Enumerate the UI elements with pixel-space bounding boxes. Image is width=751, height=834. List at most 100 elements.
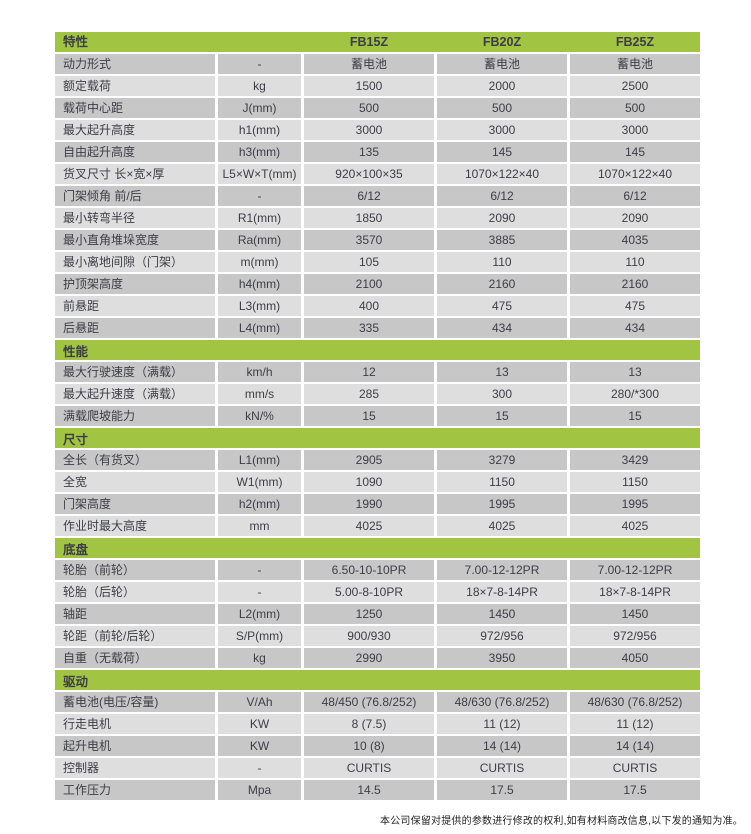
row-unit: - bbox=[218, 758, 301, 778]
row-label: 轴距 bbox=[55, 604, 215, 624]
value-fb20z: 1995 bbox=[437, 494, 567, 514]
row-label: 起升电机 bbox=[55, 736, 215, 756]
value-fb15z: 500 bbox=[304, 98, 434, 118]
value-fb15z: 3570 bbox=[304, 230, 434, 250]
row-label: 额定载荷 bbox=[55, 76, 215, 96]
table-body: 动力形式 - 蓄电池 蓄电池 蓄电池 额定载荷 kg 1500 2000 2500 载荷中心距 J(m… bbox=[55, 54, 700, 800]
table-row: 自由起升高度 h3(mm) 135 145 145 bbox=[55, 142, 700, 162]
row-unit: L2(mm) bbox=[218, 604, 301, 624]
table-row: 满载爬坡能力 kN/% 15 15 15 bbox=[55, 406, 700, 426]
row-label: 前悬距 bbox=[55, 296, 215, 316]
section-header-row: 性能 bbox=[55, 340, 700, 360]
row-label: 最大起升速度（满载） bbox=[55, 384, 215, 404]
row-label: 最小直角堆垛宽度 bbox=[55, 230, 215, 250]
value-fb25z: 110 bbox=[570, 252, 700, 272]
table-row: 最小离地间隙（门架） m(mm) 105 110 110 bbox=[55, 252, 700, 272]
row-label: 轮胎（前轮） bbox=[55, 560, 215, 580]
value-fb20z: 6/12 bbox=[437, 186, 567, 206]
table-row: 后悬距 L4(mm) 335 434 434 bbox=[55, 318, 700, 338]
row-unit: J(mm) bbox=[218, 98, 301, 118]
value-fb25z: 14 (14) bbox=[570, 736, 700, 756]
value-fb20z: 蓄电池 bbox=[437, 54, 567, 74]
row-label: 最小离地间隙（门架） bbox=[55, 252, 215, 272]
row-unit: Mpa bbox=[218, 780, 301, 800]
row-unit: kg bbox=[218, 648, 301, 668]
table-row: 护顶架高度 h4(mm) 2100 2160 2160 bbox=[55, 274, 700, 294]
value-fb25z: 280/*300 bbox=[570, 384, 700, 404]
row-unit: h2(mm) bbox=[218, 494, 301, 514]
table-row: 轮距（前轮/后轮） S/P(mm) 900/930 972/956 972/956 bbox=[55, 626, 700, 646]
value-fb15z: 1250 bbox=[304, 604, 434, 624]
row-unit: km/h bbox=[218, 362, 301, 382]
row-unit: h1(mm) bbox=[218, 120, 301, 140]
row-label: 护顶架高度 bbox=[55, 274, 215, 294]
value-fb15z: 15 bbox=[304, 406, 434, 426]
row-label: 蓄电池(电压/容量) bbox=[55, 692, 215, 712]
row-unit: - bbox=[218, 54, 301, 74]
value-fb20z: 110 bbox=[437, 252, 567, 272]
row-label: 货叉尺寸 长×宽×厚 bbox=[55, 164, 215, 184]
table-row: 全长（有货叉） L1(mm) 2905 3279 3429 bbox=[55, 450, 700, 470]
value-fb20z: 1070×122×40 bbox=[437, 164, 567, 184]
table-row: 最大行驶速度（满载） km/h 12 13 13 bbox=[55, 362, 700, 382]
table-row: 动力形式 - 蓄电池 蓄电池 蓄电池 bbox=[55, 54, 700, 74]
section-header-row: 底盘 bbox=[55, 538, 700, 558]
value-fb25z: 48/630 (76.8/252) bbox=[570, 692, 700, 712]
value-fb20z: 48/630 (76.8/252) bbox=[437, 692, 567, 712]
table-row: 全宽 W1(mm) 1090 1150 1150 bbox=[55, 472, 700, 492]
value-fb25z: 1450 bbox=[570, 604, 700, 624]
value-fb15z: 1850 bbox=[304, 208, 434, 228]
value-fb20z: 475 bbox=[437, 296, 567, 316]
value-fb15z: 4025 bbox=[304, 516, 434, 536]
row-label: 控制器 bbox=[55, 758, 215, 778]
table-row: 起升电机 KW 10 (8) 14 (14) 14 (14) bbox=[55, 736, 700, 756]
value-fb20z: 434 bbox=[437, 318, 567, 338]
disclaimer-note: 本公司保留对提供的参数进行修改的权利,如有材料商改信息,以下发的通知为准。 bbox=[380, 816, 743, 827]
value-fb25z: 2160 bbox=[570, 274, 700, 294]
value-fb25z: 434 bbox=[570, 318, 700, 338]
row-unit: L5×W×T(mm) bbox=[218, 164, 301, 184]
table-row: 门架高度 h2(mm) 1990 1995 1995 bbox=[55, 494, 700, 514]
value-fb15z: 6/12 bbox=[304, 186, 434, 206]
value-fb20z: 18×7-8-14PR bbox=[437, 582, 567, 602]
row-unit: KW bbox=[218, 714, 301, 734]
value-fb25z: 3000 bbox=[570, 120, 700, 140]
value-fb15z: 285 bbox=[304, 384, 434, 404]
value-fb25z: 15 bbox=[570, 406, 700, 426]
value-fb25z: 1070×122×40 bbox=[570, 164, 700, 184]
value-fb15z: 1990 bbox=[304, 494, 434, 514]
value-fb15z: 10 (8) bbox=[304, 736, 434, 756]
row-unit: W1(mm) bbox=[218, 472, 301, 492]
row-unit: h4(mm) bbox=[218, 274, 301, 294]
value-fb15z: 920×100×35 bbox=[304, 164, 434, 184]
table-row: 最小直角堆垛宽度 Ra(mm) 3570 3885 4035 bbox=[55, 230, 700, 250]
row-unit: kN/% bbox=[218, 406, 301, 426]
table-row: 前悬距 L3(mm) 400 475 475 bbox=[55, 296, 700, 316]
table-row: 工作压力 Mpa 14.5 17.5 17.5 bbox=[55, 780, 700, 800]
value-fb15z: 2990 bbox=[304, 648, 434, 668]
row-label: 满载爬坡能力 bbox=[55, 406, 215, 426]
value-fb15z: 2100 bbox=[304, 274, 434, 294]
value-fb25z: 6/12 bbox=[570, 186, 700, 206]
row-label: 作业时最大高度 bbox=[55, 516, 215, 536]
value-fb25z: 7.00-12-12PR bbox=[570, 560, 700, 580]
row-label: 后悬距 bbox=[55, 318, 215, 338]
value-fb20z: 3950 bbox=[437, 648, 567, 668]
table-row: 货叉尺寸 长×宽×厚 L5×W×T(mm) 920×100×35 1070×122×4… bbox=[55, 164, 700, 184]
value-fb25z: 1150 bbox=[570, 472, 700, 492]
value-fb20z: 11 (12) bbox=[437, 714, 567, 734]
value-fb25z: 蓄电池 bbox=[570, 54, 700, 74]
row-unit: m(mm) bbox=[218, 252, 301, 272]
row-unit: h3(mm) bbox=[218, 142, 301, 162]
section-header-row: 尺寸 bbox=[55, 428, 700, 448]
value-fb25z: 475 bbox=[570, 296, 700, 316]
row-unit: kg bbox=[218, 76, 301, 96]
row-label: 轮距（前轮/后轮） bbox=[55, 626, 215, 646]
value-fb20z: 17.5 bbox=[437, 780, 567, 800]
value-fb20z: 1150 bbox=[437, 472, 567, 492]
value-fb25z: 145 bbox=[570, 142, 700, 162]
value-fb20z: 3279 bbox=[437, 450, 567, 470]
row-label: 自重（无载荷） bbox=[55, 648, 215, 668]
row-label: 工作压力 bbox=[55, 780, 215, 800]
value-fb20z: CURTIS bbox=[437, 758, 567, 778]
